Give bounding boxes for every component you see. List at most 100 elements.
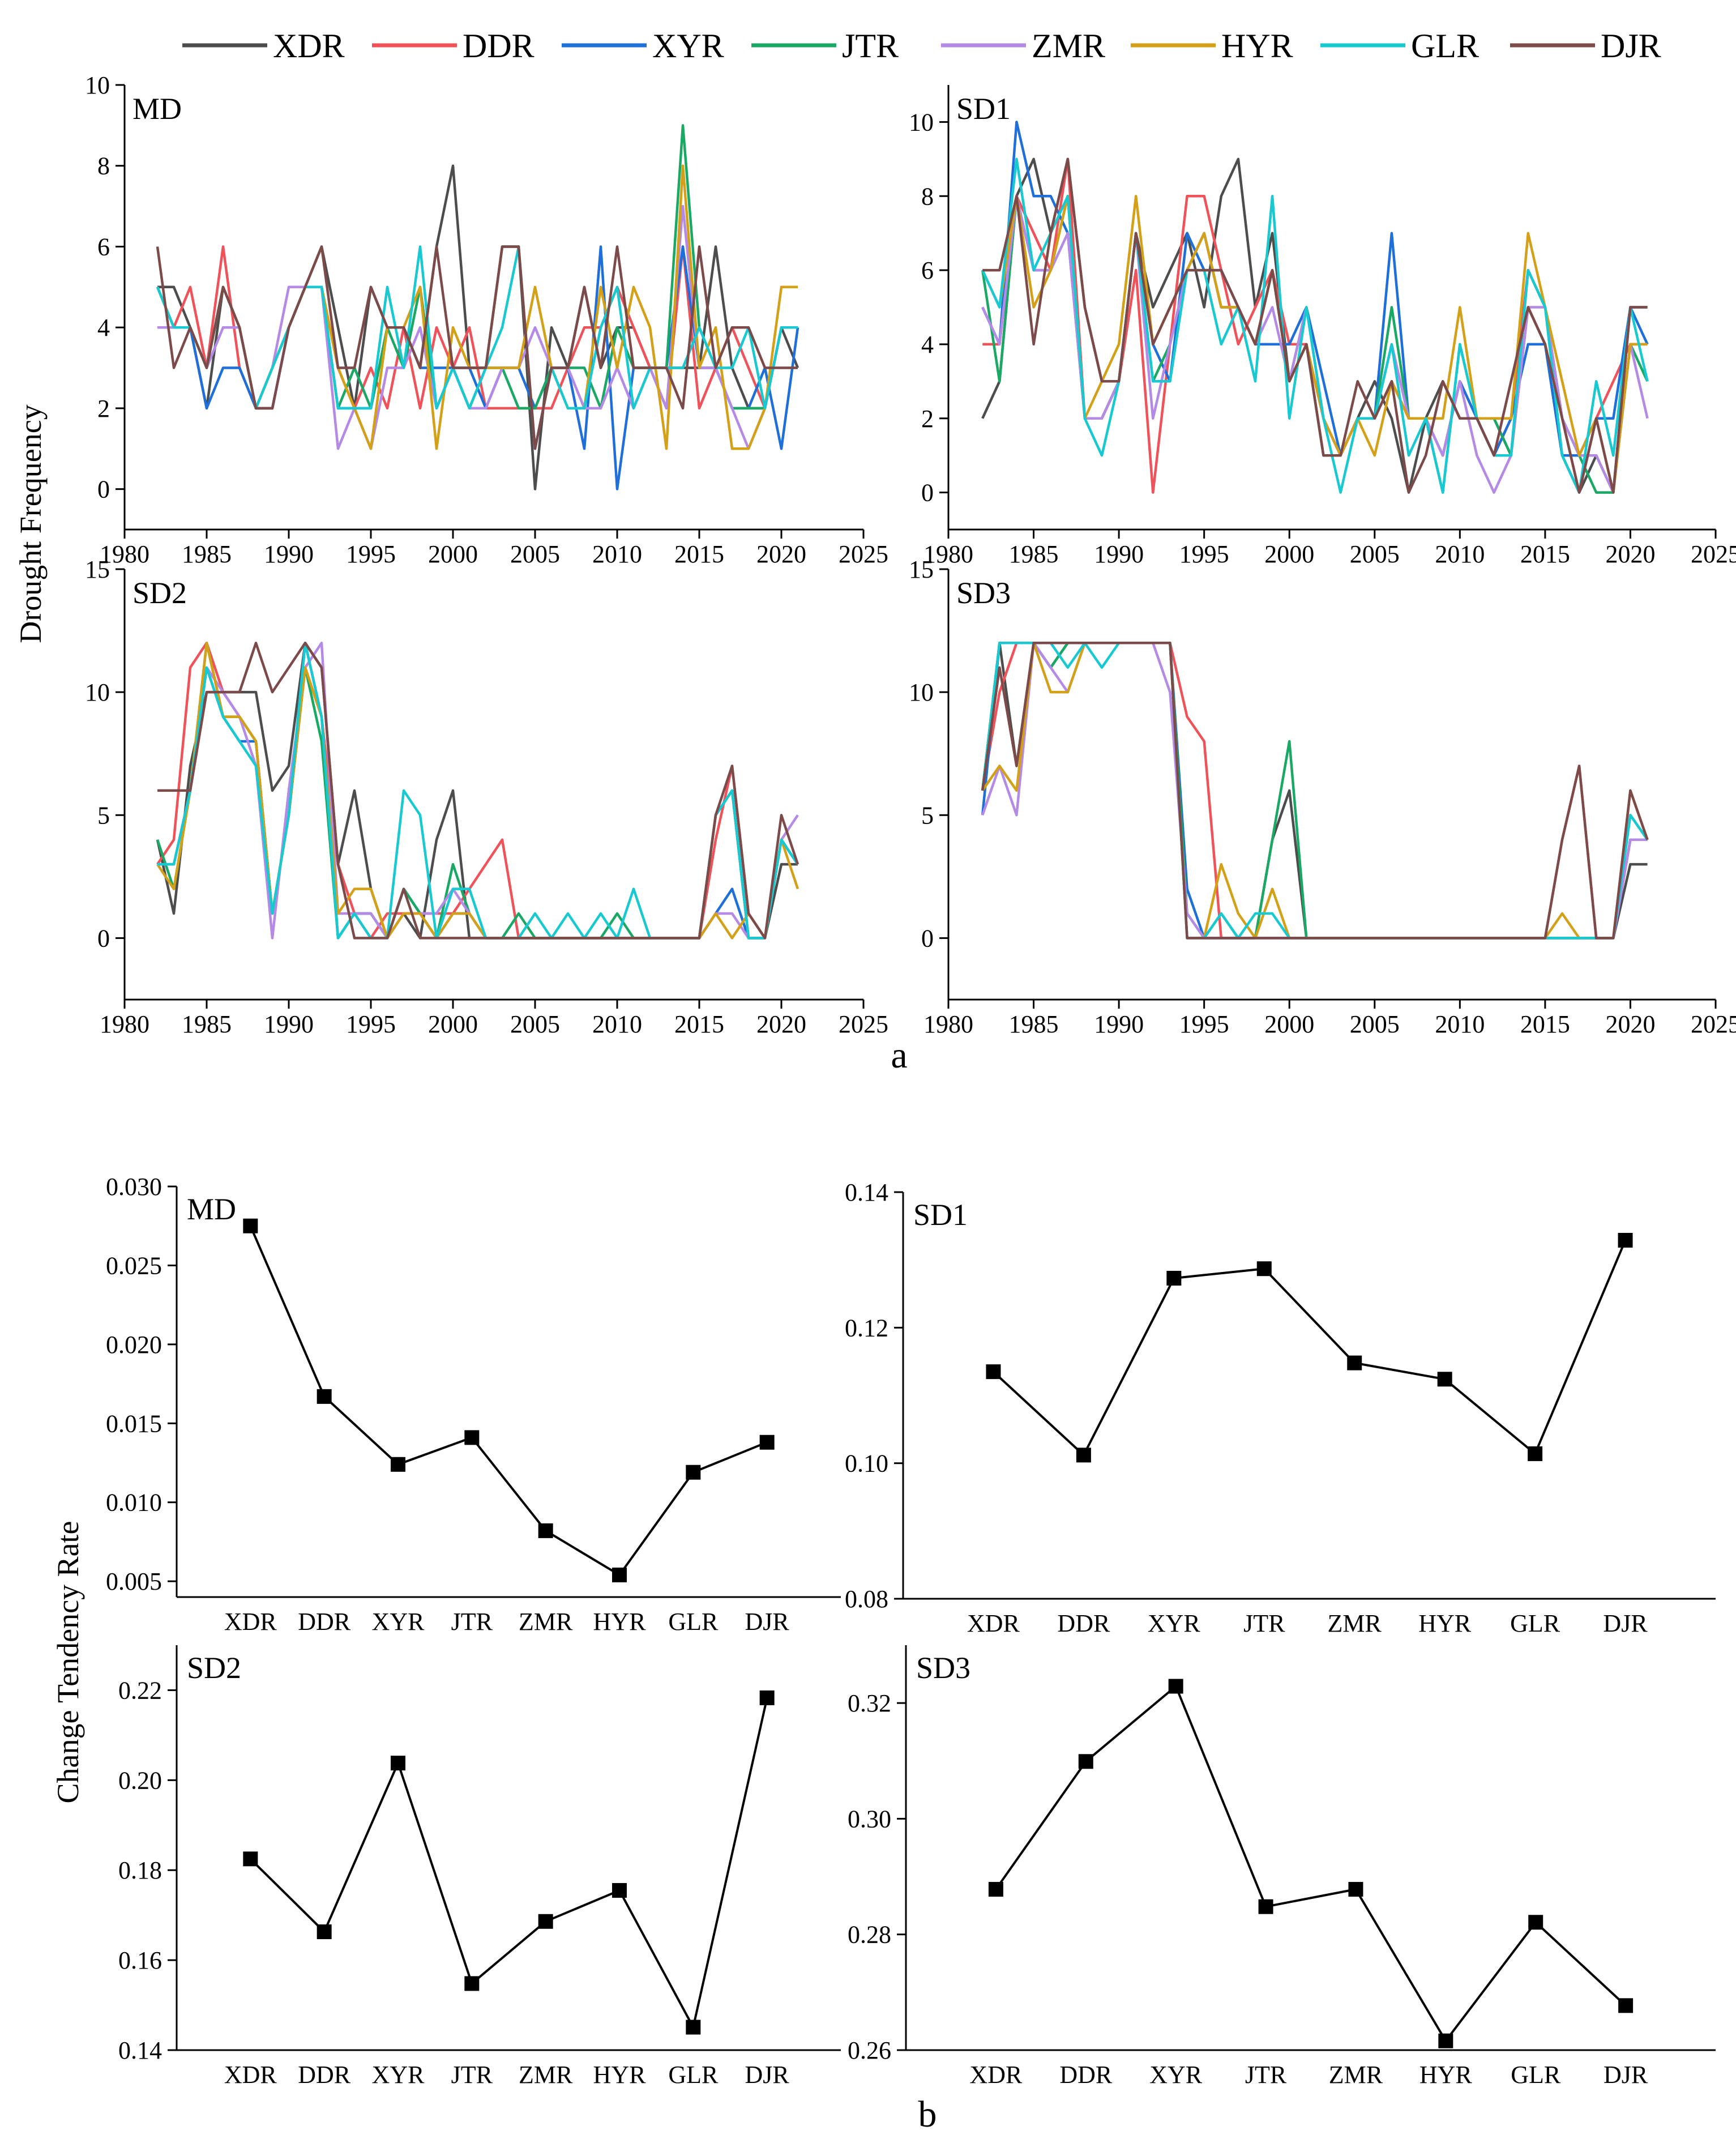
y-tick-label: 6 [921, 257, 934, 284]
legend: XDR DDR XYR JTR ZMR HYR GLR DJR [182, 27, 1661, 65]
x-category-label: XYR [1149, 2061, 1203, 2089]
series-line-sd3-zmr [981, 642, 1648, 940]
x-tick-label: 2025 [1691, 1010, 1736, 1038]
x-category-label: ZMR [519, 2061, 573, 2089]
legend-label-zmr: ZMR [1032, 27, 1105, 65]
x-category-label: JTR [451, 1608, 493, 1636]
panel-label-sd2: SD2 [187, 1651, 241, 1685]
data-point-sd3-djr [1618, 1998, 1634, 2013]
panel-label-md: MD [187, 1192, 236, 1226]
data-point-sd1-glr [1528, 1446, 1543, 1461]
series-line-sd2-xyr [157, 642, 799, 940]
y-tick-label: 2 [97, 395, 110, 422]
data-point-sd3-xyr [1168, 1679, 1183, 1694]
series-line-sd3-xdr [981, 642, 1648, 940]
series-line-md-zmr [157, 204, 798, 450]
y-tick-label: 0.26 [848, 2037, 891, 2064]
series-line-sd2-djr [157, 642, 799, 940]
y-tick-label: 8 [921, 182, 934, 210]
data-point-md-glr [686, 1465, 701, 1480]
data-point-sd2-zmr [538, 1914, 553, 1929]
series-line-sd2-jtr [156, 642, 799, 940]
y-tick-label: 0.28 [848, 1921, 891, 1949]
data-point-sd2-ddr [317, 1924, 332, 1940]
data-point-sd2-jtr [464, 1976, 480, 1991]
x-tick-label: 1980 [100, 540, 149, 568]
x-tick-label: 1980 [100, 1010, 149, 1038]
x-tick-label: 2025 [839, 1010, 888, 1038]
legend-label-djr: DJR [1601, 27, 1661, 65]
data-point-md-xyr [391, 1457, 405, 1472]
x-category-label: JTR [1245, 2061, 1287, 2089]
series-line-sd3-djr [981, 642, 1649, 940]
x-tick-label: 1985 [1009, 1010, 1059, 1038]
series-line-sd2-hyr [156, 642, 799, 940]
x-category-label: DDR [298, 2061, 351, 2089]
x-tick-label: 2010 [1435, 540, 1485, 568]
y-tick-label: 5 [921, 801, 934, 829]
y-tick-label: 0 [97, 924, 110, 952]
x-tick-label: 2000 [428, 540, 478, 568]
panel-label-sd1: SD1 [956, 92, 1011, 126]
x-tick-label: 1990 [1094, 540, 1144, 568]
data-point-sd3-jtr [1258, 1899, 1273, 1914]
series-line-sd2-glr [157, 642, 799, 940]
x-tick-label: 2000 [428, 1010, 478, 1038]
x-tick-label: 2005 [510, 1010, 560, 1038]
y-tick-label: 10 [909, 108, 934, 136]
data-point-sd1-xdr [986, 1364, 1001, 1380]
line-panel-md: 1980 1985 1990 1995 2000 2005 2010 2015 2020 2025… [85, 71, 888, 568]
x-tick-label: 2020 [756, 540, 806, 568]
x-category-label: HYR [1419, 2061, 1473, 2089]
x-tick-label: 2000 [1264, 1010, 1314, 1038]
x-category-label: ZMR [1329, 2061, 1383, 2089]
y-tick-label: 0.14 [845, 1179, 888, 1206]
panel-label-sd2: SD2 [132, 576, 187, 610]
scatter-panel-md: 0.005 0.010 0.015 0.020 0.025 0.030 XDR DDR XYR J… [106, 1173, 841, 1636]
x-tick-label: 2005 [1350, 540, 1400, 568]
y-tick-label: 8 [97, 152, 110, 180]
data-point-sd1-ddr [1076, 1448, 1091, 1463]
x-tick-label: 1985 [182, 1010, 232, 1038]
series-line-md-glr [156, 245, 798, 450]
data-point-sd2-hyr [612, 1882, 627, 1898]
line-panel-sd3: 1980 1985 1990 1995 2000 2005 2010 2015 2020 2025… [909, 556, 1736, 1038]
y-tick-label: 0.16 [118, 1946, 162, 1974]
series-line-sd3-glr [981, 642, 1649, 940]
y-tick-label: 0 [921, 479, 934, 507]
x-tick-label: 2015 [674, 540, 724, 568]
y-tick-label: 0.32 [848, 1689, 891, 1717]
y-tick-label: 2 [921, 405, 934, 433]
y-tick-label: 10 [85, 678, 110, 706]
x-category-label: DDR [298, 1608, 351, 1636]
x-tick-label: 2020 [1605, 1010, 1655, 1038]
data-point-sd2-xyr [391, 1756, 405, 1771]
figure-a-panels: 1980 1985 1990 1995 2000 2005 2010 2015 2020 2025… [85, 71, 1736, 1038]
legend-label-xyr: XYR [652, 27, 724, 65]
data-point-sd1-djr [1618, 1232, 1633, 1248]
y-axis-title-b: Change Tendency Rate [51, 1521, 85, 1803]
x-category-label: DDR [1057, 1610, 1110, 1637]
data-point-md-xdr [243, 1218, 258, 1233]
x-category-label: XYR [1148, 1610, 1201, 1637]
x-tick-label: 2005 [510, 540, 560, 568]
y-tick-label: 0.015 [106, 1410, 162, 1437]
series-line-sd3-hyr [981, 642, 1649, 940]
series-line-sd2-xdr [156, 642, 798, 940]
series-line-sd3-jtr [981, 642, 1649, 940]
data-point-md-ddr [317, 1389, 332, 1404]
data-point-md-jtr [464, 1430, 480, 1445]
legend-label-ddr: DDR [463, 27, 535, 65]
legend-label-hyr: HYR [1221, 27, 1293, 65]
x-tick-label: 2005 [1350, 1010, 1400, 1038]
x-tick-label: 1995 [346, 540, 396, 568]
y-tick-label: 0.10 [845, 1450, 888, 1478]
x-tick-label: 2010 [592, 1010, 642, 1038]
panel-label-md: MD [132, 92, 182, 126]
x-tick-label: 2010 [592, 540, 642, 568]
x-tick-label: 1990 [1094, 1010, 1144, 1038]
x-tick-label: 2015 [1520, 540, 1570, 568]
scatter-panel-sd2: 0.14 0.16 0.18 0.20 0.22 XDR DDR XYR JTR ZMR HYR GL… [118, 1645, 841, 2089]
scatter-panel-sd1: 0.08 0.10 0.12 0.14 XDR DDR XYR JTR ZMR HYR GLR DJR… [845, 1179, 1716, 1637]
